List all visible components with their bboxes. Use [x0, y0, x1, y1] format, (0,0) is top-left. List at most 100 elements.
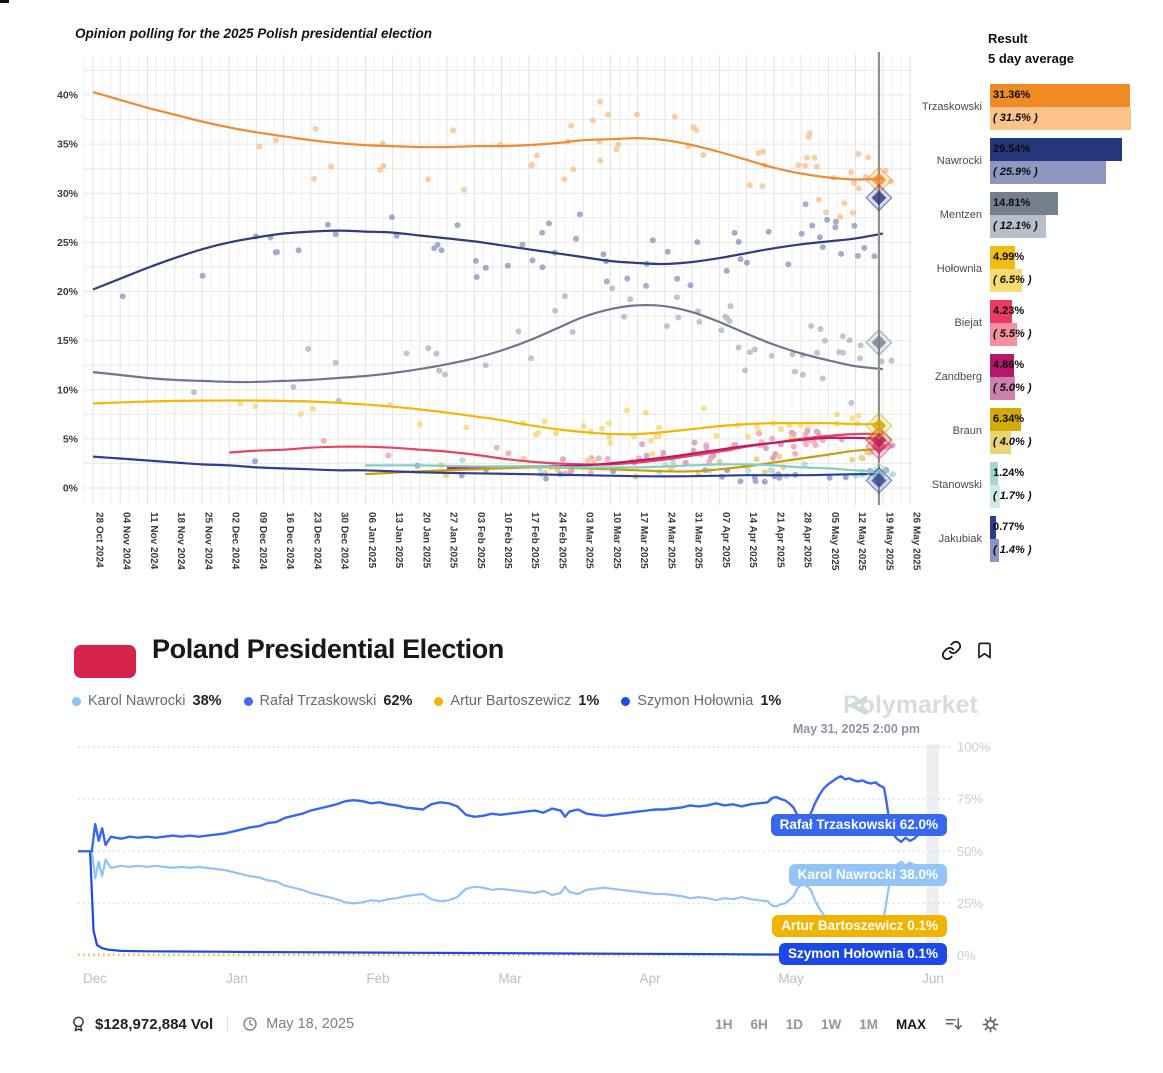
svg-text:Mar: Mar	[498, 971, 522, 986]
result-bar: 31.36%	[990, 84, 1131, 107]
trend-line-mentzen	[92, 303, 883, 384]
price-badge: Szymon Hołownia 0.1%	[778, 943, 947, 965]
market-date: May 18, 2025	[266, 1016, 355, 1032]
svg-text:35%: 35%	[57, 139, 79, 151]
result-bar: 4.23%	[990, 300, 1024, 323]
market-title: Poland Presidential Election	[152, 634, 504, 664]
range-button-1w[interactable]: 1W	[820, 1017, 842, 1032]
price-badge: Rafał Trzaskowski 62.0%	[770, 814, 947, 836]
svg-text:21 Apr 2025: 21 Apr 2025	[774, 512, 785, 568]
svg-text:09 Dec 2024: 09 Dec 2024	[257, 512, 268, 570]
average-bar: ( 5.0% )	[990, 377, 1032, 400]
time-cursor-band	[926, 744, 939, 957]
result-diamonds	[865, 166, 893, 495]
poll-legend-row-biejat: Biejat 4.23%( 5.5% )	[902, 300, 1162, 346]
copy-link-icon[interactable]	[941, 640, 962, 661]
svg-text:0%: 0%	[63, 483, 79, 495]
svg-text:16 Dec 2024: 16 Dec 2024	[284, 512, 295, 570]
svg-text:Feb: Feb	[366, 971, 389, 986]
svg-text:05 May 2025: 05 May 2025	[829, 512, 840, 571]
range-button-1m[interactable]: 1M	[859, 1017, 878, 1032]
poll-legend-row-zandberg: Zandberg 4.86%( 5.0% )	[902, 354, 1162, 400]
average-bar: ( 5.5% )	[990, 323, 1032, 346]
market-legend-item[interactable]: Szymon Hołownia 1%	[621, 693, 781, 709]
volume-trophy-icon	[73, 1016, 84, 1032]
svg-text:10%: 10%	[57, 384, 79, 396]
svg-text:03 Mar 2025: 03 Mar 2025	[584, 512, 595, 569]
average-bar: ( 6.5% )	[990, 269, 1032, 292]
svg-text:30%: 30%	[57, 188, 79, 200]
svg-text:25 Nov 2024: 25 Nov 2024	[202, 512, 213, 570]
svg-text:04 Nov 2024: 04 Nov 2024	[121, 512, 132, 570]
svg-text:07 Apr 2025: 07 Apr 2025	[720, 512, 731, 568]
poll-legend-row-trzaskowski: Trzaskowski 31.36%( 31.5% )	[902, 84, 1162, 130]
svg-text:30 Dec 2024: 30 Dec 2024	[339, 512, 350, 570]
poll-legend-row-hołownia: Hołownia 4.99%( 6.5% )	[902, 246, 1162, 292]
legend-dot-icon	[621, 696, 631, 706]
poll-trend-lines	[92, 91, 884, 478]
poland-flag-icon	[74, 645, 136, 678]
result-bar: 1.24%	[990, 462, 1024, 485]
svg-text:20%: 20%	[57, 286, 79, 298]
legend-dot-icon	[243, 696, 253, 706]
svg-text:12 May 2025: 12 May 2025	[856, 512, 867, 571]
polymarket-watermark: Polymarket	[843, 691, 978, 720]
average-bar: ( 4.0% )	[990, 431, 1032, 454]
clock-icon	[243, 1017, 257, 1031]
svg-text:31 Mar 2025: 31 Mar 2025	[693, 512, 704, 569]
svg-text:10 Feb 2025: 10 Feb 2025	[502, 512, 513, 569]
svg-text:06 Jan 2025: 06 Jan 2025	[366, 512, 377, 569]
poll-legend-header-result: Result	[988, 31, 1028, 46]
svg-text:40%: 40%	[57, 90, 79, 102]
svg-text:17 Mar 2025: 17 Mar 2025	[638, 512, 649, 569]
range-button-1d[interactable]: 1D	[785, 1017, 803, 1032]
range-button-1h[interactable]: 1H	[715, 1017, 733, 1032]
svg-text:28 Oct 2024: 28 Oct 2024	[94, 512, 105, 568]
svg-text:19 May 2025: 19 May 2025	[883, 512, 894, 571]
range-button-6h[interactable]: 6H	[750, 1017, 768, 1032]
price-badge: Karol Nawrocki 38.0%	[788, 864, 947, 886]
svg-text:0%: 0%	[957, 948, 976, 963]
candidate-name: Jakubiak	[938, 533, 982, 545]
market-legend-item[interactable]: Karol Nawrocki 38%	[72, 693, 222, 709]
gear-icon[interactable]	[981, 1015, 1000, 1034]
candidate-name: Zandberg	[934, 371, 982, 383]
svg-text:20 Jan 2025: 20 Jan 2025	[420, 512, 431, 569]
result-bar: 0.77%	[990, 516, 1024, 539]
market-footer: $128,972,884 Vol May 18, 2025 1H 6H 1D 1W 1M…	[0, 1006, 1163, 1046]
poll-legend-row-mentzen: Mentzen 14.81%( 12.1% )	[902, 192, 1162, 238]
legend-name: Artur Bartoszewicz	[450, 693, 572, 709]
bookmark-icon[interactable]	[975, 640, 994, 661]
svg-text:Dec: Dec	[83, 971, 107, 986]
svg-text:24 Feb 2025: 24 Feb 2025	[557, 512, 568, 569]
svg-text:23 Dec 2024: 23 Dec 2024	[311, 512, 322, 570]
svg-text:28 Apr 2025: 28 Apr 2025	[802, 512, 813, 568]
svg-text:18 Nov 2024: 18 Nov 2024	[175, 512, 186, 570]
trend-line-nawrocki	[92, 229, 884, 291]
poll-chart-canvas: 0% 5% 10% 15% 20% 25% 30% 35% 40% 28 Oct 2024 04 N…	[57, 52, 922, 571]
svg-text:24 Mar 2025: 24 Mar 2025	[665, 512, 676, 569]
legend-name: Rafał Trzaskowski	[259, 693, 377, 709]
svg-text:25%: 25%	[57, 237, 79, 249]
range-button-max[interactable]: MAX	[896, 1017, 926, 1032]
candidate-name: Nawrocki	[936, 155, 982, 167]
poll-legend-row-stanowski: Stanowski 1.24%( 1.7% )	[902, 462, 1162, 508]
svg-text:11 Nov 2024: 11 Nov 2024	[148, 512, 159, 570]
price-badge: Artur Bartoszewicz 0.1%	[772, 915, 947, 937]
result-bar: 14.81%	[990, 192, 1058, 215]
candidate-name: Hołownia	[936, 263, 982, 275]
market-legend-item[interactable]: Rafał Trzaskowski 62%	[243, 693, 412, 709]
sort-icon[interactable]	[944, 1015, 963, 1034]
svg-text:03 Feb 2025: 03 Feb 2025	[475, 512, 486, 569]
svg-text:5%: 5%	[63, 433, 79, 445]
svg-text:13 Jan 2025: 13 Jan 2025	[393, 512, 404, 569]
price-line-szymon-hołownia	[78, 850, 941, 957]
svg-text:25%: 25%	[957, 896, 983, 911]
candidate-name: Mentzen	[939, 209, 982, 221]
svg-text:100%: 100%	[957, 740, 991, 755]
average-bar: ( 25.9% )	[990, 161, 1107, 184]
market-legend-item[interactable]: Artur Bartoszewicz 1%	[434, 693, 599, 709]
svg-text:Jun: Jun	[922, 971, 944, 986]
poll-chart-title: Opinion polling for the 2025 Polish pres…	[75, 26, 433, 41]
average-bar: ( 1.4% )	[990, 539, 1032, 562]
